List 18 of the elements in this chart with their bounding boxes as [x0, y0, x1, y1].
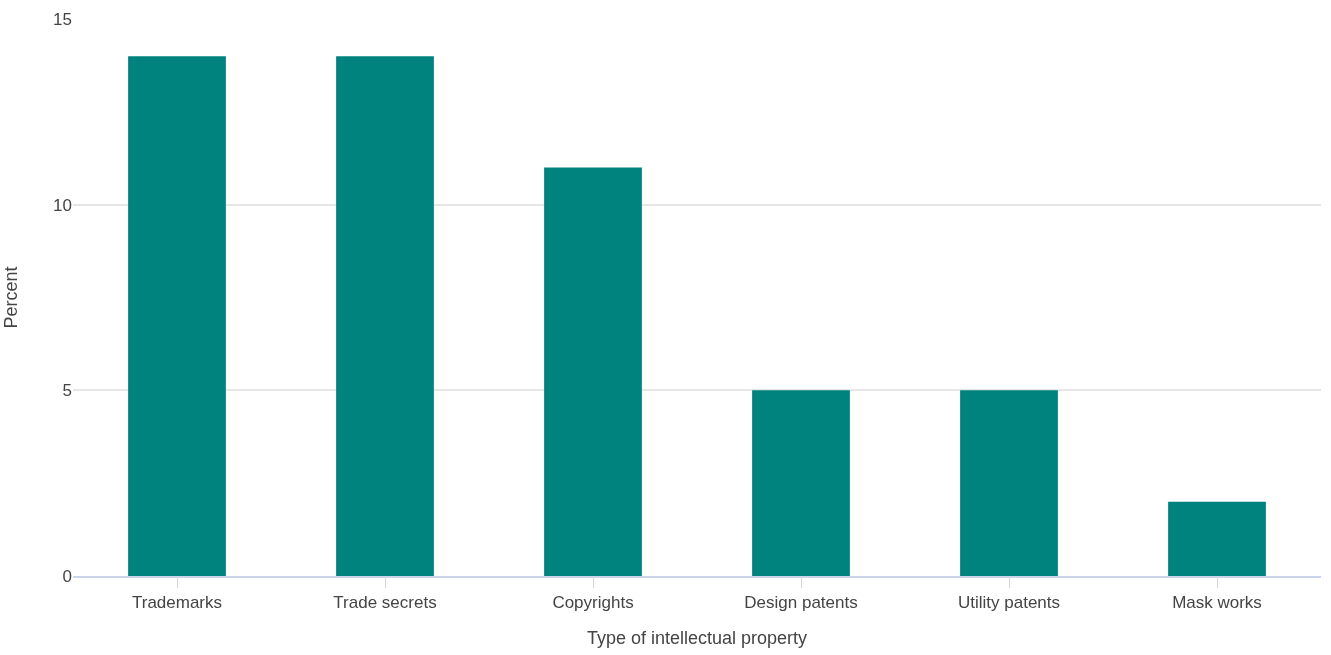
bar: [1168, 501, 1266, 576]
x-tick-label: Trademarks: [131, 593, 223, 613]
bar: [544, 167, 642, 576]
bar: [128, 56, 226, 576]
y-tick-label: 0: [62, 566, 72, 586]
y-axis-title: Percent: [1, 266, 22, 329]
bar: [752, 390, 850, 576]
bar: [336, 56, 434, 576]
x-axis-title: Type of intellectual property: [586, 628, 808, 648]
x-tick-label: Design patents: [744, 593, 858, 613]
bar: [960, 390, 1058, 576]
y-tick-label: 5: [62, 381, 72, 401]
y-tick-label: 15: [53, 9, 72, 29]
x-tick-label: Mask works: [1172, 593, 1262, 613]
y-tick-label: 10: [53, 195, 72, 215]
x-tick-label: Copyrights: [552, 593, 634, 613]
x-tick-label: Utility patents: [957, 593, 1061, 613]
x-tick-label: Trade secrets: [333, 593, 437, 613]
